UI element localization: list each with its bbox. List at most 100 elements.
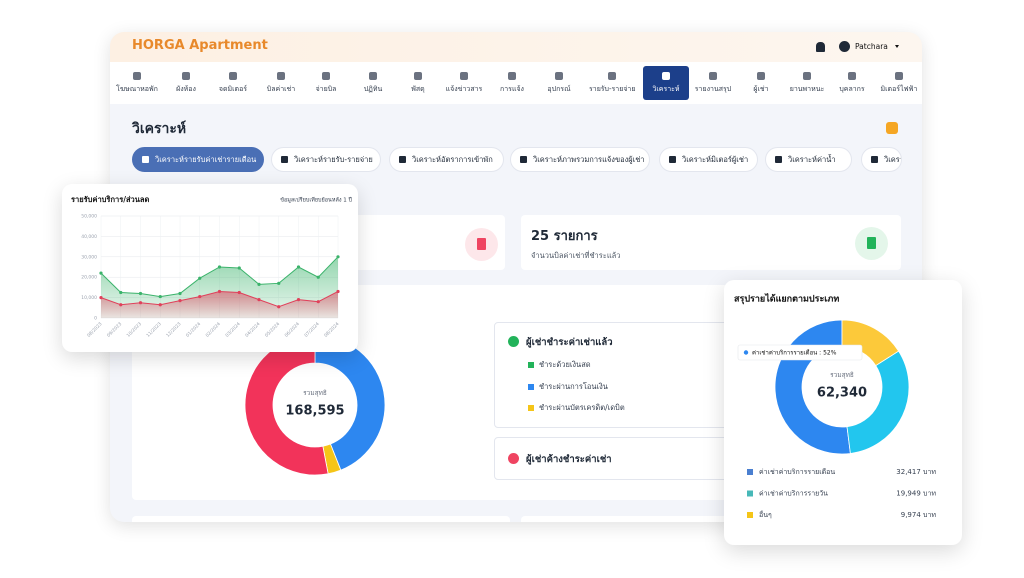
x-tick-label: 01/2024 [185,321,203,339]
nav-item[interactable]: รายงานสรุป [690,62,736,104]
donut-segment [314,334,386,471]
x-tick-label: 08/2023 [86,321,104,339]
nav-label: ยานพาหนะ [789,85,825,93]
nav-item[interactable]: ยานพาหนะ [784,62,830,104]
nav-icon [662,72,670,80]
center-total: 62,340 [817,386,867,401]
nav-label: ผังห้อง [176,85,196,93]
point [138,291,143,296]
x-tick-label: 08/2024 [323,321,341,339]
point [277,305,281,309]
x-icon [508,453,519,464]
legend-label: ค่าเช่าค่าบริการรายวัน [759,490,828,498]
point [257,298,261,302]
nav-label: อุปกรณ์ [547,85,571,93]
nav-icon [277,72,285,80]
nav-item[interactable]: วิเคราะห์ [643,66,689,100]
point [296,298,301,302]
legend-value: 19,949 บาท [896,490,936,498]
nav-bar: โฆษณาหอพัก ผังห้อง จดมิเตอร์ บิลค่าเช่า จ่าย… [110,62,922,104]
nav-icon [608,72,616,80]
tab[interactable]: วิเคราะห์ค่าน้ำ [765,147,852,172]
x-tick-label: 04/2024 [244,321,262,339]
legend-swatch [528,362,534,368]
center-total: 168,595 [285,404,344,419]
nav-item[interactable]: โฆษณาหอพัก [114,62,160,104]
y-tick-label: 20,000 [81,275,97,281]
point [158,303,162,307]
legend-label: ค่าเช่าค่าบริการรายเดือน [759,468,835,476]
stat-card: 25 รายการ จำนวนบิลค่าเช่าที่ชำระแล้ว [521,215,901,270]
nav-label: รายรับ-รายจ่าย [589,85,636,93]
nav-label: มิเตอร์ไฟฟ้า [880,85,918,93]
nav-label: รายงานสรุป [694,85,732,93]
tab[interactable]: วิเคราะห์รายรับ-รายจ่าย [271,147,381,172]
x-tick-label: 06/2024 [284,321,302,339]
point [316,300,320,304]
x-tick-label: 02/2024 [205,321,223,339]
tab[interactable]: วิเคราะห์รายรับค่าเช่ารายเดือน [132,147,264,172]
legend-label: ชำระผ่านบัตรเครดิต/เดบิต [539,403,625,412]
legend-value: 32,417 บาท [896,468,936,476]
legend-label: อื่นๆ [759,510,772,519]
nav-label: บิลค่าเช่า [266,85,296,93]
nav-item[interactable]: บุคลากร [829,62,875,104]
tooltip-dot [743,350,749,355]
point [237,266,241,270]
point [138,301,143,305]
bottom-card [521,516,841,522]
chart-title: สรุปรายได้แยกตามประเภท [734,293,839,305]
nav-item[interactable]: ผู้เช่า [738,62,784,104]
legend-swatch [747,490,753,497]
area [101,291,338,318]
tab[interactable]: วิเคราะห์ภาพรวมการแจ้งของผู้เช่า [510,147,650,172]
nav-item[interactable]: บิลค่าเช่า [258,62,304,104]
nav-icon [508,72,516,80]
nav-label: ปฏิทิน [363,85,383,93]
header: HORGA Apartment Patchara [110,32,922,62]
y-tick-label: 50,000 [81,214,97,220]
tab-label: วิเคราะห์อัตราการเข้าพัก [412,155,493,164]
nav-item[interactable]: ปฏิทิน [350,62,396,104]
point [178,299,182,303]
nav-item[interactable]: อุปกรณ์ [536,62,582,104]
legend-swatch [747,469,753,475]
nav-label: พัสดุ [411,85,425,93]
point [217,265,222,269]
nav-icon [460,72,468,80]
x-tick-label: 11/2023 [145,321,163,339]
donut-segment [846,350,910,454]
revenue-card: รายรับค่าบริการ/ส่วนลด ข้อมูลเปรียบเทียบย… [62,184,358,352]
y-tick-label: 0 [94,316,97,322]
point [237,290,241,295]
point [198,276,202,280]
donut-segment [841,319,900,367]
nav-item[interactable]: แจ้งข่าวสาร [441,62,487,104]
nav-item[interactable]: พัสดุ [395,62,441,104]
tab[interactable]: วิเคราะห์มิเตอร์ผู้เช่า [659,147,758,172]
help-icon[interactable] [886,122,898,134]
user-name[interactable]: Patchara [855,42,888,51]
bell-icon[interactable] [816,42,825,52]
stat-value: 25 รายการ [531,229,598,244]
stat-icon-glyph [477,238,486,250]
legend-label: ชำระด้วยเงินสด [539,360,591,369]
center-label: รวมสุทธิ [303,389,327,397]
nav-item[interactable]: จดมิเตอร์ [210,62,256,104]
legend-title: ผู้เช่าค้างชำระค่าเช่า [526,454,612,465]
point [296,265,301,269]
nav-item[interactable]: จ่ายบิล [303,62,349,104]
tab[interactable]: วิเคราะห์อัตราการเข้าพัก [389,147,504,172]
nav-label: การแจ้ง [500,85,524,93]
tab[interactable]: วิเครา [861,147,902,172]
point [336,289,340,294]
nav-icon [229,72,237,80]
nav-item[interactable]: รายรับ-รายจ่าย [589,62,635,104]
nav-item[interactable]: มิเตอร์ไฟฟ้า [876,62,922,104]
nav-item[interactable]: ผังห้อง [163,62,209,104]
nav-item[interactable]: การแจ้ง [489,62,535,104]
tab-icon [871,156,878,163]
point [119,290,123,295]
user-avatar[interactable] [839,41,850,52]
